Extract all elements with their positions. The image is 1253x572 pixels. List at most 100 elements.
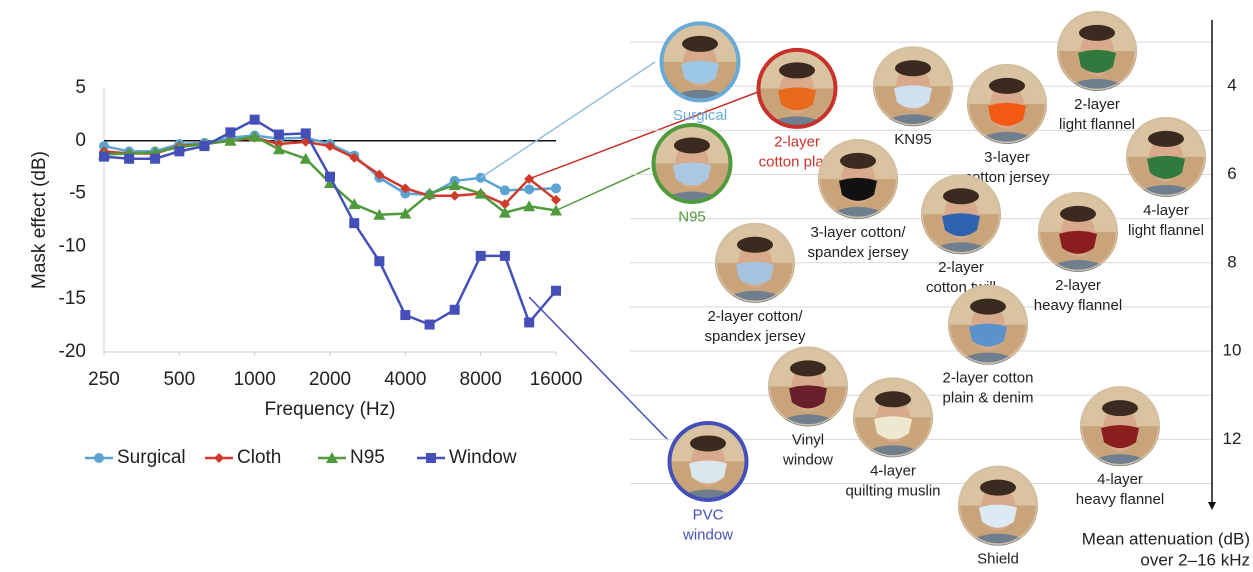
y-tick-label: -15: [59, 288, 86, 309]
photo-ring: [1126, 117, 1206, 197]
marker: [325, 141, 335, 152]
marker: [99, 151, 109, 162]
mask: [681, 60, 719, 84]
mask-label: 2-layer: [774, 133, 820, 150]
y-tick-label: 10: [1223, 341, 1242, 360]
marker: [498, 206, 511, 218]
photo-ring: [756, 47, 838, 129]
marker: [551, 194, 561, 205]
marker: [124, 153, 135, 164]
marker: [273, 129, 284, 140]
y-tick-label: -10: [59, 235, 86, 256]
marker: [551, 285, 561, 296]
marker: [499, 185, 510, 196]
connector: [555, 167, 651, 212]
marker: [499, 250, 510, 261]
marker: [475, 250, 486, 261]
marker: [214, 453, 224, 463]
photo-ring: [818, 139, 898, 219]
mask: [689, 460, 727, 484]
mask: [1059, 230, 1097, 254]
mask-label: Shield: [977, 551, 1019, 568]
y-tick-label: 12: [1223, 429, 1242, 448]
mask-label: PVC: [693, 506, 724, 523]
mask-label: window: [782, 451, 833, 468]
marker: [400, 188, 411, 199]
marker: [399, 207, 412, 219]
y-axis-label: Mean attenuation (dB): [1082, 529, 1250, 548]
marker: [348, 198, 361, 210]
marker: [272, 143, 285, 155]
hair: [674, 137, 710, 154]
photo-ring: [1057, 11, 1137, 91]
mask: [988, 102, 1026, 126]
marker: [248, 130, 261, 142]
hair: [840, 152, 876, 169]
mask: [1078, 49, 1116, 73]
hair: [1079, 24, 1115, 41]
mask: [778, 87, 816, 111]
photo-ring: [651, 122, 733, 204]
mask-label: 4-layer: [1097, 471, 1143, 488]
marker: [374, 256, 385, 267]
hair: [790, 360, 826, 377]
mask-label: light flannel: [1059, 116, 1135, 133]
mask-label: heavy flannel: [1076, 491, 1164, 508]
mask: [789, 385, 827, 409]
mask-label: 3-layer: [984, 149, 1030, 166]
marker: [551, 183, 561, 194]
photo-ring: [768, 347, 848, 426]
mask-label: spandex jersey: [808, 244, 909, 261]
marker: [373, 208, 386, 220]
marker: [99, 141, 109, 152]
marker: [225, 127, 236, 138]
marker: [324, 177, 336, 189]
y-tick-label: 4: [1227, 76, 1236, 95]
marker: [448, 179, 461, 191]
marker: [474, 187, 487, 199]
mask-label: light flannel: [1128, 222, 1204, 239]
mask-label: 2-layer cotton/: [707, 308, 803, 325]
mask-label: Vinyl: [792, 431, 824, 448]
y-tick-label: -20: [59, 341, 86, 362]
marker: [300, 128, 311, 139]
mask: [839, 177, 877, 201]
marker: [325, 171, 335, 182]
marker: [150, 153, 161, 164]
photo-ring: [667, 420, 749, 502]
photo-ring: [958, 466, 1038, 545]
x-tick-label: 8000: [460, 369, 502, 390]
photo-ring: [948, 285, 1028, 364]
hair: [895, 60, 931, 77]
marker: [423, 187, 436, 199]
photo-ring: [1038, 192, 1118, 272]
mask: [736, 261, 774, 285]
marker: [326, 452, 338, 463]
mask-label: N95: [678, 208, 706, 225]
mask: [1101, 425, 1139, 449]
mask-label: 4-layer: [1143, 202, 1189, 219]
marker: [349, 152, 360, 163]
photo-ring: [921, 174, 1001, 254]
y-tick-label: 0: [75, 130, 86, 151]
marker: [94, 453, 104, 463]
mask-label: 2-layer: [938, 259, 984, 276]
mask: [979, 504, 1017, 528]
marker: [349, 218, 360, 229]
marker: [449, 304, 460, 315]
x-tick-label: 16000: [530, 369, 583, 390]
hair: [980, 479, 1016, 496]
hair: [970, 298, 1006, 315]
legend-label: Cloth: [237, 447, 281, 468]
mask: [1147, 155, 1185, 179]
marker: [374, 169, 385, 180]
mask-photo: [651, 122, 733, 204]
series: [99, 114, 561, 330]
marker: [424, 319, 435, 330]
x-tick-label: 250: [88, 369, 120, 390]
mask-label: plain & denim: [943, 390, 1034, 407]
hair: [943, 188, 979, 205]
hair: [1060, 205, 1096, 222]
mask-label: Surgical: [673, 107, 727, 124]
mask-label: KN95: [894, 131, 932, 148]
